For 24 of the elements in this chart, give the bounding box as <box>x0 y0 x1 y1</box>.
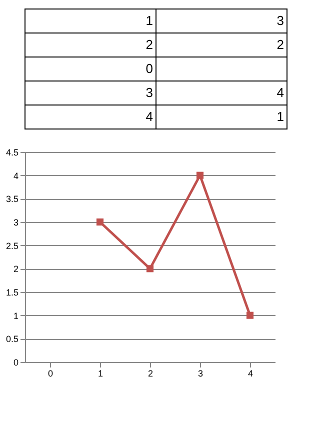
point <box>246 312 254 319</box>
y-tick-label: 0 <box>13 358 18 368</box>
x-tick-label: 2 <box>148 368 154 378</box>
text: 1 3 <box>146 13 284 28</box>
point <box>96 218 104 226</box>
point <box>146 265 154 272</box>
y-tick-label: 2 <box>13 264 18 274</box>
x-tick-label: 3 <box>198 368 204 378</box>
y-tick-label: 1.5 <box>6 288 18 298</box>
y-tick-label: 4.5 <box>6 148 18 158</box>
y-tick-label: 0.5 <box>6 334 18 344</box>
x-tick-label: 1 <box>98 368 104 378</box>
text: 3 4 <box>146 85 284 100</box>
y-tick-label: 1 <box>13 310 18 321</box>
text: 2 2 <box>146 37 284 52</box>
y-tick-label: 2.5 <box>6 240 18 251</box>
point <box>196 172 204 179</box>
y-tick-label: 4 <box>13 170 18 181</box>
y-tick-label: 3.5 <box>6 194 18 204</box>
text: 0 <box>146 61 153 76</box>
y-tick-label: 3 <box>13 218 18 228</box>
x-tick-label: 4 <box>248 368 254 378</box>
text: 4 1 <box>146 109 284 124</box>
x-tick-label: 0 <box>48 368 54 378</box>
